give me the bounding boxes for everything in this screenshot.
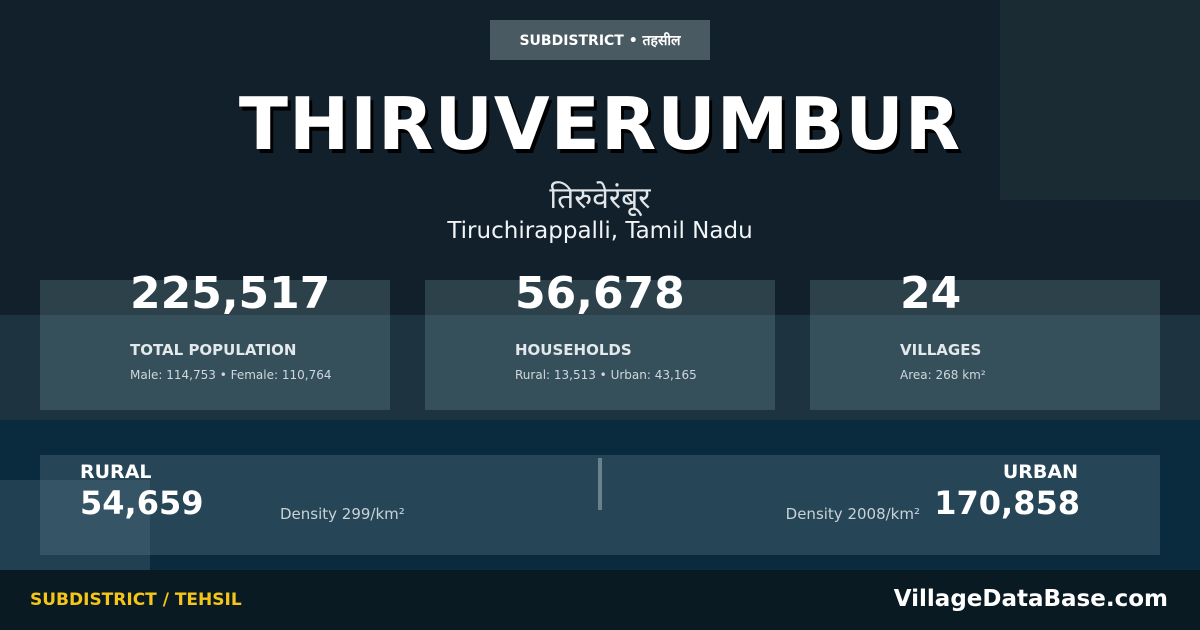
stat-label: VILLAGES: [900, 341, 982, 359]
stat-value: 225,517: [130, 268, 331, 319]
stat-value: 24: [900, 268, 962, 319]
decorative-block: [0, 480, 150, 570]
stat-card-population: 225,517 TOTAL POPULATION Male: 114,753 •…: [40, 268, 390, 410]
type-badge: SUBDISTRICT • तहसील: [490, 20, 710, 60]
urban-density: Density 2008/km²: [785, 505, 920, 523]
stat-card-villages: 24 VILLAGES Area: 268 km²: [810, 268, 1160, 410]
stat-sub: Area: 268 km²: [900, 368, 986, 382]
stat-value: 56,678: [515, 268, 685, 319]
stat-label: HOUSEHOLDS: [515, 341, 632, 359]
stat-card-households: 56,678 HOUSEHOLDS Rural: 13,513 • Urban:…: [425, 268, 775, 410]
location: Tiruchirappalli, Tamil Nadu: [447, 218, 753, 244]
footer-category: SUBDISTRICT / TEHSIL: [30, 590, 242, 610]
decorative-block: [1000, 0, 1200, 200]
stat-sub: Male: 114,753 • Female: 110,764: [130, 368, 332, 382]
rural-value: 54,659: [80, 484, 204, 522]
rural-label: RURAL: [80, 461, 152, 483]
title-hindi: तिरुवेरंबूर: [549, 181, 651, 216]
brand-link[interactable]: VillageDataBase.com: [893, 586, 1168, 612]
stat-label: TOTAL POPULATION: [130, 341, 297, 359]
rural-density: Density 299/km²: [280, 505, 405, 523]
urban-value: 170,858: [934, 484, 1080, 522]
urban-label: URBAN: [1002, 461, 1078, 483]
footer: [0, 570, 1200, 630]
page-title: THIRUVERUMBUR: [238, 82, 962, 166]
stat-sub: Rural: 13,513 • Urban: 43,165: [515, 368, 697, 382]
divider: [598, 458, 602, 510]
background-band: [0, 315, 1200, 420]
